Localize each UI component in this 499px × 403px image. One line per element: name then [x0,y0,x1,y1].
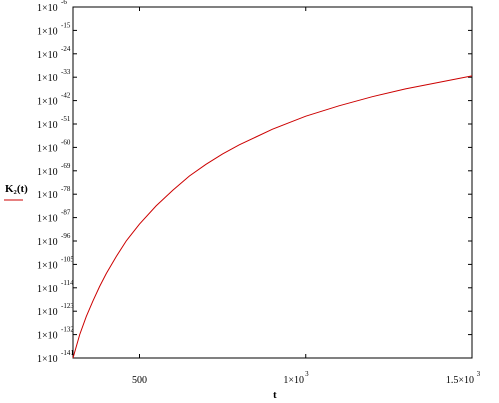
y-tick-exponent: -24 [61,45,71,53]
y-tick-exponent: -60 [61,138,71,146]
y-tick-exponent: -69 [61,162,71,170]
y-tick-label: 1×10 [37,331,58,342]
y-tick-exponent: -105 [61,255,74,263]
y-tick-exponent: -141 [61,349,74,357]
y-tick-label: 1×10 [37,50,58,61]
y-axis-ticks: 1×10-61×10-151×10-241×10-331×10-421×10-5… [37,0,472,365]
y-tick-label: 1×10 [37,3,58,14]
x-tick-exponent: 3 [477,370,481,378]
y-axis-label: K₂(t) [5,183,28,195]
x-axis-label: t [273,389,277,401]
y-tick-exponent: -42 [61,92,71,100]
y-tick-exponent: -33 [61,68,71,76]
y-tick-exponent: -96 [61,232,71,240]
y-tick-label: 1×10 [37,190,58,201]
x-tick-exponent: 3 [305,370,309,378]
y-tick-exponent: -6 [61,0,67,6]
y-tick-label: 1×10 [37,120,58,131]
y-tick-label: 1×10 [37,307,58,318]
y-tick-label: 1×10 [37,97,58,108]
y-tick-label: 1×10 [37,26,58,37]
series-line [72,75,473,359]
y-tick-label: 1×10 [37,260,58,271]
x-tick-label: 500 [132,375,147,386]
y-tick-label: 1×10 [37,167,58,178]
y-tick-exponent: -87 [61,209,71,217]
y-tick-label: 1×10 [37,237,58,248]
y-tick-exponent: -114 [61,279,74,287]
y-tick-exponent: -123 [61,302,74,310]
y-tick-exponent: -78 [61,185,71,193]
y-tick-label: 1×10 [37,284,58,295]
y-tick-label: 1×10 [37,73,58,84]
y-tick-label: 1×10 [37,214,58,225]
y-tick-exponent: -15 [61,21,71,29]
y-tick-exponent: -132 [61,326,74,334]
y-tick-exponent: -51 [61,115,71,123]
plot-frame [72,6,473,359]
series-layer [72,75,473,359]
y-tick-label: 1×10 [37,354,58,365]
y-tick-label: 1×10 [37,143,58,154]
x-tick-label: 1×10 [283,375,304,386]
x-tick-label: 1.5×10 [446,375,474,386]
